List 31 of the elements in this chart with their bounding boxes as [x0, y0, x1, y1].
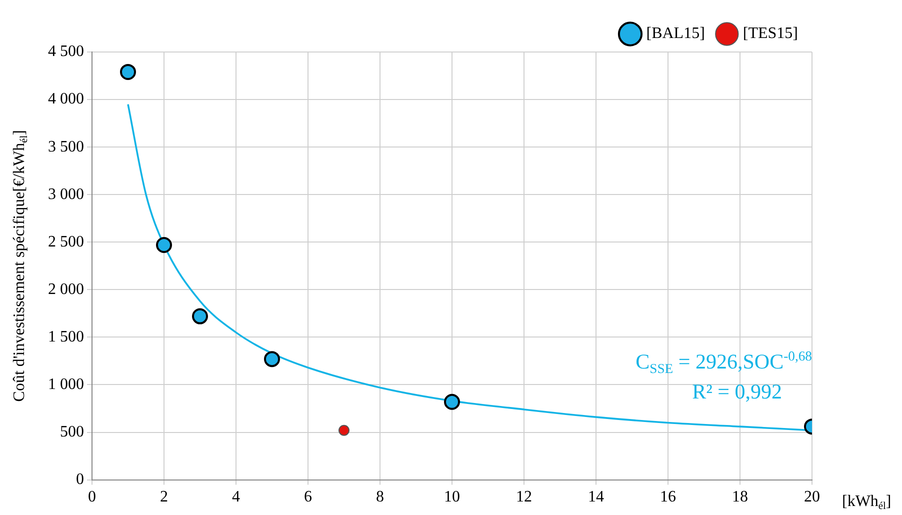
y-axis-title: Coût d'investissement spécifique[€/kWhél] — [11, 130, 30, 402]
y-tick-label: 1 000 — [48, 376, 84, 393]
point — [156, 236, 172, 253]
y-tick-label: 2 500 — [48, 233, 84, 250]
x-tick-label: 12 — [516, 488, 532, 506]
legend-label: [BAL15] — [646, 25, 705, 42]
x-tick-label: 8 — [376, 488, 384, 506]
y-tick-label: 0 — [76, 471, 84, 488]
point — [120, 64, 136, 80]
y-tick-label: 3 500 — [48, 138, 84, 156]
y-tick-label: 4 500 — [48, 43, 84, 60]
x-tick-label: 20 — [804, 488, 820, 506]
point — [444, 394, 460, 410]
y-tick-label: 1 500 — [48, 328, 84, 346]
y-tick-label: 2 000 — [48, 280, 84, 298]
x-tick-label: 10 — [444, 488, 460, 506]
x-tick-label: 18 — [732, 488, 748, 506]
x-tick-label: 16 — [660, 488, 676, 506]
annotation: R² = 0,992 — [692, 380, 782, 404]
x-tick-label: 0 — [88, 488, 96, 506]
y-tick-label: 3 000 — [48, 186, 84, 203]
x-tick-label: 2 — [160, 488, 168, 506]
x-tick-label: 14 — [588, 488, 604, 506]
point — [338, 424, 350, 436]
x-tick-label: 6 — [304, 488, 312, 506]
y-tick-label: 500 — [60, 423, 84, 440]
point — [192, 308, 208, 324]
point — [264, 351, 280, 368]
y-tick-label: 4 000 — [48, 90, 84, 108]
legend-label: [TES15] — [742, 25, 798, 42]
x-tick-label: 4 — [232, 488, 240, 506]
